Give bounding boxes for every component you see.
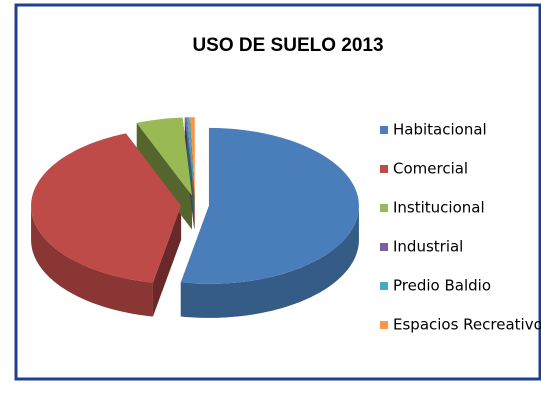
- legend-label: Espacios Recreativos: [393, 316, 541, 334]
- legend-label: Predio Baldio: [393, 277, 491, 295]
- legend-label: Habitacional: [393, 121, 487, 139]
- slice: [184, 117, 195, 196]
- slice: [190, 117, 195, 196]
- legend-swatch: [380, 165, 388, 173]
- legend-label: Comercial: [393, 160, 468, 178]
- slice-side: [31, 205, 153, 317]
- chart-title: USO DE SUELO 2013: [192, 35, 383, 56]
- legend-label: Institucional: [393, 199, 485, 217]
- slice-face: [152, 205, 182, 317]
- slice: [186, 117, 195, 196]
- slice: [31, 133, 182, 283]
- slice: [136, 117, 192, 196]
- legend-label: Industrial: [393, 238, 463, 256]
- legend-swatch: [380, 282, 388, 290]
- legend-swatch: [380, 204, 388, 212]
- legend-swatch: [380, 126, 388, 134]
- slice: [180, 127, 359, 284]
- legend-swatch: [380, 321, 388, 329]
- slice-side: [180, 205, 359, 318]
- legend-swatch: [380, 243, 388, 251]
